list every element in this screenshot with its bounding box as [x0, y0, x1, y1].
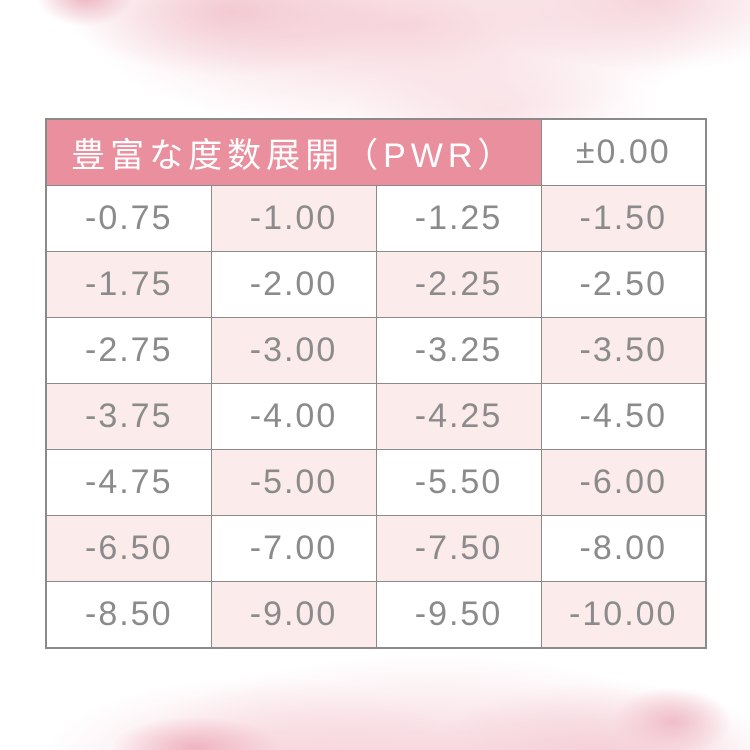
- power-cell: -10.00: [540, 581, 707, 649]
- table-row: -8.50 -9.00 -9.50 -10.00: [45, 581, 707, 649]
- power-cell-zero: ±0.00: [540, 118, 707, 186]
- table-title: 豊富な度数展開（PWR）: [45, 118, 542, 186]
- power-cell: -3.75: [45, 383, 212, 450]
- power-cell: -7.50: [375, 515, 542, 582]
- power-cell: -4.00: [210, 383, 377, 450]
- table-header-row: 豊富な度数展開（PWR） ±0.00: [45, 118, 707, 186]
- power-cell: -2.75: [45, 317, 212, 384]
- table-row: -1.75 -2.00 -2.25 -2.50: [45, 251, 707, 318]
- power-cell: -1.75: [45, 251, 212, 318]
- table-row: -2.75 -3.00 -3.25 -3.50: [45, 317, 707, 384]
- power-cell: -1.50: [540, 185, 707, 252]
- power-cell: -5.00: [210, 449, 377, 516]
- power-cell: -3.25: [375, 317, 542, 384]
- power-cell: -4.25: [375, 383, 542, 450]
- power-range-table: 豊富な度数展開（PWR） ±0.00 -0.75 -1.00 -1.25 -1.…: [45, 118, 707, 649]
- power-cell: -1.25: [375, 185, 542, 252]
- table-row: -0.75 -1.00 -1.25 -1.50: [45, 185, 707, 252]
- power-cell: -5.50: [375, 449, 542, 516]
- power-cell: -8.00: [540, 515, 707, 582]
- power-cell: -3.50: [540, 317, 707, 384]
- power-cell: -0.75: [45, 185, 212, 252]
- power-cell: -2.50: [540, 251, 707, 318]
- power-cell: -9.50: [375, 581, 542, 649]
- table-row: -6.50 -7.00 -7.50 -8.00: [45, 515, 707, 582]
- power-cell: -4.50: [540, 383, 707, 450]
- power-cell: -3.00: [210, 317, 377, 384]
- power-cell: -6.50: [45, 515, 212, 582]
- power-cell: -8.50: [45, 581, 212, 649]
- table-row: -3.75 -4.00 -4.25 -4.50: [45, 383, 707, 450]
- power-cell: -2.00: [210, 251, 377, 318]
- power-cell: -9.00: [210, 581, 377, 649]
- power-cell: -6.00: [540, 449, 707, 516]
- power-cell: -1.00: [210, 185, 377, 252]
- table-row: -4.75 -5.00 -5.50 -6.00: [45, 449, 707, 516]
- power-cell: -4.75: [45, 449, 212, 516]
- power-cell: -7.00: [210, 515, 377, 582]
- power-cell: -2.25: [375, 251, 542, 318]
